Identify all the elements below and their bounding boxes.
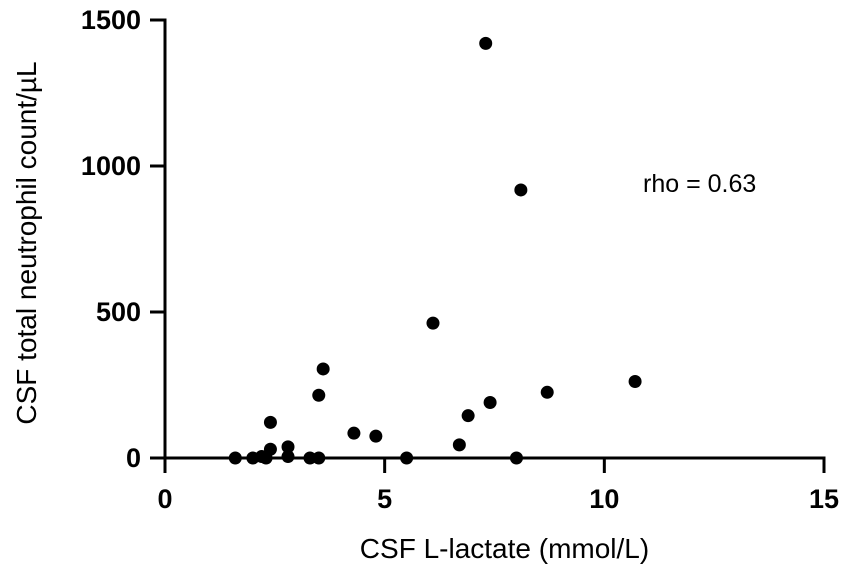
y-tick-label: 1500 xyxy=(81,5,141,35)
data-point xyxy=(483,396,497,410)
axes xyxy=(163,18,826,460)
x-tick-label: 15 xyxy=(809,484,839,514)
data-point xyxy=(628,374,642,388)
data-point xyxy=(461,409,475,423)
y-tick-label: 500 xyxy=(96,297,141,327)
data-point xyxy=(263,442,277,456)
data-point xyxy=(514,183,528,197)
x-tick-label: 0 xyxy=(157,484,172,514)
y-tick-label: 1000 xyxy=(81,151,141,181)
data-point xyxy=(263,415,277,429)
rho-annotation: rho = 0.63 xyxy=(643,170,756,198)
data-point xyxy=(452,438,466,452)
data-point xyxy=(316,362,330,376)
data-point xyxy=(228,451,242,465)
data-point xyxy=(540,385,554,399)
x-tick-label: 10 xyxy=(589,484,619,514)
x-ticks: 0 5 10 15 xyxy=(157,458,839,514)
y-ticks: 0 500 1000 1500 xyxy=(81,5,165,473)
data-point xyxy=(369,429,383,443)
data-point xyxy=(479,36,493,50)
x-tick-label: 5 xyxy=(377,484,392,514)
y-axis-title: CSF total neutrophil count/µL xyxy=(11,61,42,424)
data-point xyxy=(281,450,295,464)
data-point xyxy=(347,426,361,440)
data-point xyxy=(509,451,523,465)
data-point xyxy=(312,451,326,465)
data-point xyxy=(400,451,414,465)
data-points xyxy=(228,36,642,465)
x-axis-title: CSF L-lactate (mmol/L) xyxy=(360,533,649,564)
data-point xyxy=(281,440,295,454)
data-point xyxy=(312,388,326,402)
y-tick-label: 0 xyxy=(126,443,141,473)
data-point xyxy=(426,316,440,330)
